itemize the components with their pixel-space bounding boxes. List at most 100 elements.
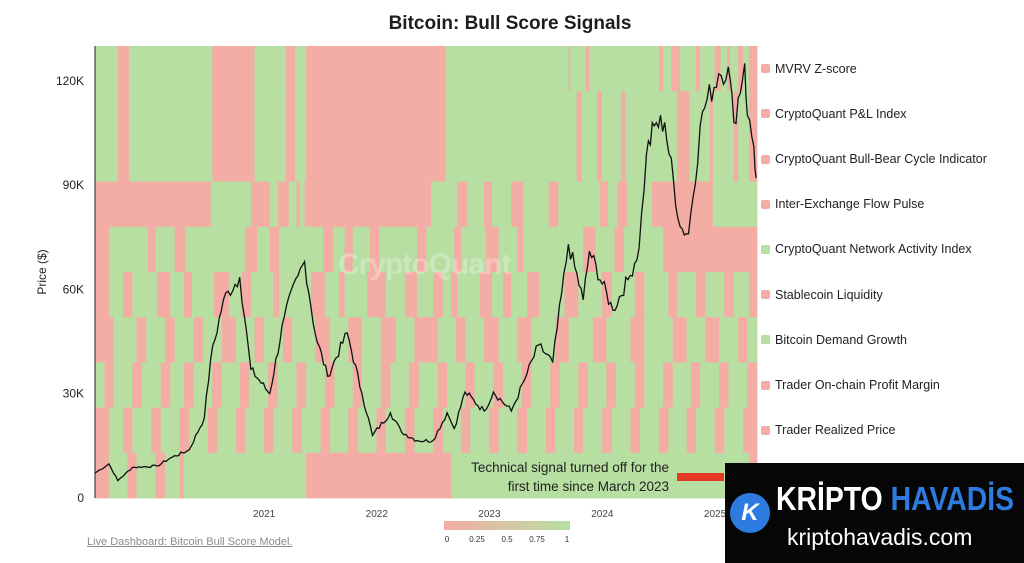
signal-segment <box>479 272 493 318</box>
signal-segment <box>644 317 674 363</box>
signal-segment <box>123 272 133 318</box>
signal-segment <box>607 181 618 228</box>
signal-segment <box>454 226 462 273</box>
signal-segment <box>527 407 547 454</box>
signal-segment <box>165 452 180 499</box>
signal-segment <box>668 407 688 454</box>
legend-item: Trader Realized Price <box>761 421 895 439</box>
signal-segment <box>95 317 114 363</box>
signal-segment <box>277 362 297 408</box>
dashboard-link[interactable]: Live Dashboard: Bitcoin Bull Score Model… <box>87 536 293 548</box>
signal-segment <box>606 362 617 408</box>
x-tick-label: 2023 <box>478 509 501 520</box>
signal-segment <box>380 362 391 408</box>
signal-segment <box>235 407 246 454</box>
annotation-line-2: first time since March 2023 <box>507 479 669 494</box>
signal-segment <box>644 362 664 408</box>
signal-segment <box>386 272 406 318</box>
signal-segment <box>95 452 110 499</box>
x-tick-label: 2022 <box>366 509 389 520</box>
signal-segment <box>235 317 255 363</box>
signal-segment <box>108 272 124 318</box>
signal-segment <box>128 136 213 182</box>
signal-segment <box>630 407 641 454</box>
signal-segment <box>686 407 697 454</box>
signal-segment <box>301 407 322 454</box>
signal-segment <box>748 91 758 137</box>
signal-segment <box>132 362 143 408</box>
signal-segment <box>511 181 524 228</box>
signal-segment <box>517 407 528 454</box>
signal-segment <box>128 46 213 92</box>
signal-segment <box>330 317 349 363</box>
signal-segment <box>583 407 603 454</box>
y-tick-label: 60K <box>63 282 84 296</box>
signal-segment <box>709 136 714 182</box>
signal-segment <box>418 362 438 408</box>
signal-segment <box>568 46 571 92</box>
signal-segment <box>294 91 307 137</box>
signal-segment <box>523 181 550 228</box>
signal-segment <box>352 226 371 273</box>
signal-segment <box>539 272 565 318</box>
signal-segment <box>304 181 432 228</box>
signal-segment <box>250 272 274 318</box>
signal-segment <box>404 407 415 454</box>
signal-segment <box>179 452 185 499</box>
signal-segment <box>738 46 744 92</box>
signal-segment <box>344 272 368 318</box>
signal-segment <box>296 181 301 228</box>
signal-segment <box>503 272 512 318</box>
signal-segment <box>705 317 720 363</box>
signal-segment <box>447 362 466 408</box>
signal-segment <box>320 407 331 454</box>
signal-segment <box>576 91 582 137</box>
signal-segment <box>733 272 750 318</box>
signal-segment <box>517 226 524 273</box>
signal-segment <box>517 317 532 363</box>
logo-name-part2: HAVADİS <box>890 480 1015 517</box>
signal-segment <box>550 362 561 408</box>
signal-segment <box>132 272 158 318</box>
signal-segment <box>95 181 212 228</box>
signal-segment <box>457 181 468 228</box>
signal-segment <box>573 407 584 454</box>
x-tick-label: 2024 <box>591 509 614 520</box>
signal-segment <box>738 317 748 363</box>
signal-segment <box>615 362 636 408</box>
signal-segment <box>640 407 660 454</box>
signal-segment <box>104 362 114 408</box>
signal-segment <box>527 272 540 318</box>
signal-segment <box>254 317 265 363</box>
signal-segment <box>288 181 297 228</box>
signal-segment <box>455 317 466 363</box>
signal-segment <box>269 226 280 273</box>
signal-segment <box>672 317 688 363</box>
legend-label: Stablecoin Liquidity <box>775 287 883 302</box>
signal-segment <box>395 317 415 363</box>
signal-segment <box>625 136 678 182</box>
signal-segment <box>157 272 171 318</box>
signal-segment <box>240 362 250 408</box>
signal-segment <box>531 317 556 363</box>
signal-segment <box>689 136 711 182</box>
legend-label: Trader On-chain Profit Margin <box>775 378 940 392</box>
signal-segment <box>376 407 387 454</box>
y-tick-label: 120K <box>56 74 84 88</box>
signal-segment <box>332 226 346 273</box>
colorbar <box>444 521 570 530</box>
legend-label: CryptoQuant Network Activity Index <box>775 242 972 257</box>
signal-segment <box>183 452 307 499</box>
signal-segment <box>202 317 223 363</box>
signal-segment <box>491 272 504 318</box>
colorbar-tick: 0.75 <box>529 535 545 544</box>
price-line <box>94 63 757 482</box>
signal-segment <box>108 226 149 273</box>
signal-segment <box>306 136 446 182</box>
signal-segment <box>146 317 166 363</box>
signal-segment <box>117 91 130 137</box>
signal-segment <box>136 452 156 499</box>
signal-segment <box>95 91 119 137</box>
signal-segment <box>559 362 579 408</box>
legend-label: Trader Realized Price <box>775 423 896 438</box>
